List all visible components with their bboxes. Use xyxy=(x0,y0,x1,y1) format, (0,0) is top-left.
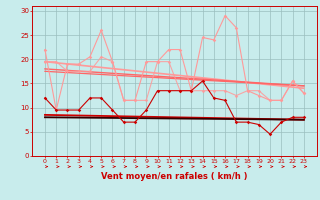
X-axis label: Vent moyen/en rafales ( km/h ): Vent moyen/en rafales ( km/h ) xyxy=(101,172,248,181)
